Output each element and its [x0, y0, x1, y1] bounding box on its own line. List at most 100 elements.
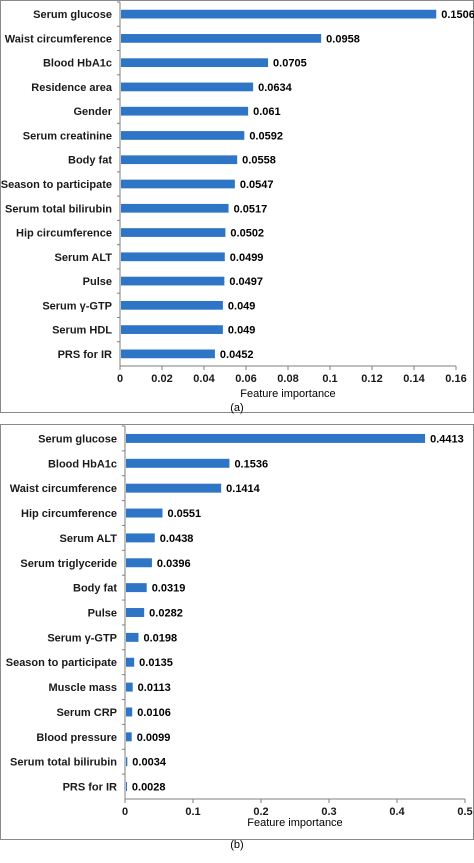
panel-a-category-label: Serum HDL: [52, 325, 112, 337]
panel-a-value-label: 0.0517: [234, 203, 268, 215]
panel-b-x-tick-label: 0: [122, 806, 128, 818]
panel-b-bar: [126, 608, 145, 617]
panel-b-value-label: 0.0106: [137, 707, 171, 719]
panel-b-value-label: 0.0113: [138, 682, 171, 694]
panel-b-category-label: PRS for IR: [63, 782, 117, 794]
panel-a-category-label: Serum glucose: [33, 9, 112, 21]
panel-a-value-label: 0.0958: [326, 33, 360, 45]
panel-b-value-label: 0.0099: [137, 732, 171, 744]
panel-b-bar: [126, 657, 135, 667]
panel-b-category-label: Muscle mass: [49, 682, 117, 694]
panel-a-label: (a): [230, 402, 243, 414]
panel-a-bar: [121, 34, 322, 43]
panel-b-category-label: Pulse: [88, 608, 117, 620]
panel-b-value-label: 0.1536: [234, 458, 268, 470]
panel-a-category-label: Pulse: [83, 276, 112, 288]
panel-a-plot-area: Serum glucose 0.1506 Waist circumference 0.…: [1, 1, 474, 385]
panel-a-value-label: 0.061: [253, 106, 281, 118]
panel-b-value-label: 0.0282: [149, 608, 183, 620]
panel-b-bar: [126, 682, 133, 692]
panel-a-bar: [121, 252, 225, 262]
panel-a-bar: [121, 82, 254, 92]
panel-a-category-label: Residence area: [31, 82, 113, 94]
panel-a-x-tick-label: 0.08: [277, 373, 298, 385]
panel-a-category-label: Gender: [73, 106, 112, 118]
panel-a-x-tick-label: 0.1: [322, 373, 337, 385]
panel-a-category-label: Hip circumference: [16, 228, 112, 240]
panel-a-x-tick-label: 0.12: [361, 373, 382, 385]
panel-b-category-label: Waist circumference: [10, 483, 117, 495]
panel-b-x-tick-label: 0.3: [321, 806, 336, 818]
panel-b-category-label: Serum CRP: [56, 707, 117, 719]
panel-a-category-label: Serum total bilirubin: [5, 203, 112, 215]
panel-a-category-label: Serum γ-GTP: [42, 300, 112, 312]
panel-b-category-label: Hip circumference: [21, 508, 117, 520]
panel-b-x-tick-label: 0.2: [253, 806, 268, 818]
panel-b-bar: [126, 458, 230, 468]
panel-a-value-label: 0.1506: [441, 9, 474, 21]
panel-a-bar: [121, 349, 215, 359]
panel-b-value-label: 0.0396: [157, 558, 191, 570]
panel-b-category-label: Serum total bilirubin: [10, 757, 117, 769]
panel-b-value-label: 0.4413: [430, 433, 464, 445]
panel-a-value-label: 0.0634: [258, 82, 293, 94]
panel-a-bar: [121, 131, 245, 140]
panel-a-x-tick-label: 0.02: [151, 373, 172, 385]
panel-a-bar: [121, 203, 229, 213]
panel-a-category-label: PRS for IR: [58, 349, 112, 361]
panel-b-bar: [126, 583, 147, 593]
panel-a-value-label: 0.0502: [230, 228, 264, 240]
panel-b-bar: [126, 632, 139, 642]
panel-b-value-label: 0.1414: [226, 483, 261, 495]
panel-a-category-label: Season to participate: [1, 179, 112, 191]
panel-b-value-label: 0.0319: [152, 583, 186, 595]
panel-b-bar: [126, 558, 152, 568]
panel-b-bar: [126, 508, 163, 518]
chart-panel-b: Serum glucose 0.4413 Blood HbA1c 0.1536 Wais…: [0, 424, 474, 851]
panel-a-value-label: 0.049: [228, 325, 256, 337]
panel-b-value-label: 0.0551: [167, 508, 201, 520]
panel-b-category-label: Serum ALT: [60, 533, 118, 545]
panel-b-category-label: Serum glucose: [38, 433, 117, 445]
panel-a-bar: [121, 155, 238, 165]
panel-b-category-label: Blood pressure: [36, 732, 117, 744]
panel-b-category-label: Season to participate: [6, 657, 117, 669]
panel-a-bar: [121, 58, 269, 68]
panel-a-bar: [121, 228, 226, 237]
panel-b-bar: [126, 757, 128, 767]
panel-a-value-label: 0.0499: [230, 252, 264, 264]
panel-a-x-tick-label: 0.06: [235, 373, 256, 385]
panel-a-category-label: Body fat: [68, 155, 112, 167]
panel-a-value-label: 0.0497: [229, 276, 263, 288]
panel-b-bar: [126, 782, 127, 792]
panel-b-label: (b): [230, 839, 243, 851]
panel-a-x-axis-title: Feature importance: [240, 388, 335, 400]
panel-a-bar: [121, 276, 225, 286]
panel-a-value-label: 0.049: [228, 300, 256, 312]
panel-b-category-label: Serum triglyceride: [20, 558, 117, 570]
panel-a-value-label: 0.0547: [240, 179, 274, 191]
panel-a-x-tick-label: 0.14: [403, 373, 425, 385]
panel-a-category-label: Serum ALT: [55, 252, 113, 264]
panel-a-category-label: Serum creatinine: [23, 130, 112, 142]
panel-b-category-label: Body fat: [73, 583, 117, 595]
chart-panel-a: Serum glucose 0.1506 Waist circumference 0.…: [0, 0, 474, 414]
panel-a-value-label: 0.0558: [242, 155, 276, 167]
panel-b-category-label: Serum γ-GTP: [47, 632, 117, 644]
panel-b-value-label: 0.0034: [132, 757, 167, 769]
panel-a-category-label: Blood HbA1c: [43, 58, 112, 70]
panel-b-value-label: 0.0198: [143, 632, 177, 644]
panel-a-value-label: 0.0452: [220, 349, 254, 361]
panel-b-x-tick-label: 0.5: [457, 806, 472, 818]
panel-b-x-tick-label: 0.4: [389, 806, 405, 818]
panel-b-bar: [126, 483, 222, 493]
panel-a-x-tick-label: 0: [117, 373, 123, 385]
panel-a-category-label: Waist circumference: [5, 33, 112, 45]
panel-a-bar: [121, 300, 223, 310]
panel-a-value-label: 0.0592: [249, 130, 283, 142]
panel-a-bar: [121, 9, 437, 19]
panel-a-value-label: 0.0705: [273, 58, 307, 70]
panel-a-x-tick-label: 0.16: [445, 373, 466, 385]
panel-a-bar: [121, 106, 249, 116]
